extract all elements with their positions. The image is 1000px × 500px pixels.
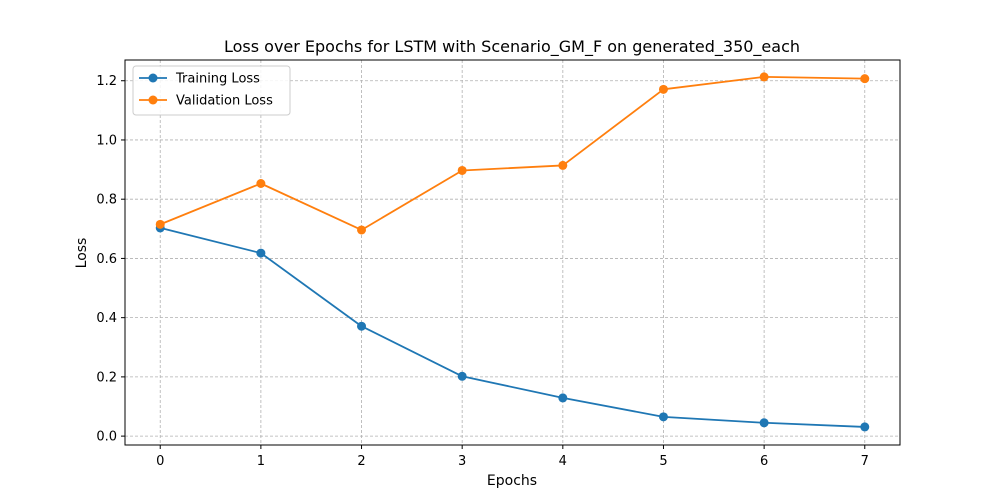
x-tick-label: 2 <box>357 454 365 469</box>
data-point <box>759 418 769 428</box>
x-axis-label: Epochs <box>487 473 537 489</box>
data-point <box>860 74 870 84</box>
legend-label: Training Loss <box>175 72 260 87</box>
y-tick-label: 1.2 <box>96 74 117 89</box>
series-line <box>160 227 865 428</box>
data-point <box>558 160 568 170</box>
y-tick-label: 0.4 <box>96 311 117 326</box>
plot-frame <box>124 59 901 446</box>
x-tick-label: 1 <box>257 454 265 469</box>
x-tick-label: 5 <box>659 454 667 469</box>
data-point <box>457 165 467 175</box>
y-tick-label: 0.6 <box>96 252 117 267</box>
legend-marker <box>148 95 158 105</box>
data-point <box>256 178 266 188</box>
legend-item: Training Loss <box>139 72 260 87</box>
x-tick-label: 7 <box>861 454 869 469</box>
x-tick-label: 3 <box>458 454 466 469</box>
legend-marker <box>148 73 158 83</box>
axis-ticks: 0 1 2 3 4 5 6 7 0.0 0.2 0.4 0.6 0.8 1.0 1.2 <box>96 74 869 469</box>
y-axis-label: Loss <box>74 238 90 269</box>
legend-box <box>132 65 291 116</box>
data-point <box>357 225 367 235</box>
data-point <box>256 248 266 258</box>
y-tick-label: 0.8 <box>96 193 117 208</box>
data-point <box>558 393 568 403</box>
data-point <box>860 422 870 432</box>
y-tick-label: 0.2 <box>96 370 117 385</box>
legend: Training Loss Validation Loss <box>132 65 291 116</box>
series-training-loss <box>155 223 870 432</box>
x-tick-label: 0 <box>156 454 164 469</box>
data-point <box>357 321 367 331</box>
data-point <box>155 219 165 229</box>
legend-label: Validation Loss <box>176 94 273 109</box>
x-tick-label: 6 <box>760 454 768 469</box>
y-tick-label: 1.0 <box>96 133 117 148</box>
data-point <box>457 371 467 381</box>
data-point <box>658 412 668 422</box>
x-tick-label: 4 <box>559 454 567 469</box>
data-point <box>759 72 769 82</box>
data-point <box>658 84 668 94</box>
series-line <box>159 75 865 231</box>
chart-title: Loss over Epochs for LSTM with Scenario_… <box>224 37 800 57</box>
legend-item: Validation Loss <box>139 94 273 109</box>
grid <box>125 60 900 445</box>
series-layer <box>155 72 870 432</box>
series-validation-loss <box>155 72 870 235</box>
y-tick-label: 0.0 <box>96 430 117 445</box>
